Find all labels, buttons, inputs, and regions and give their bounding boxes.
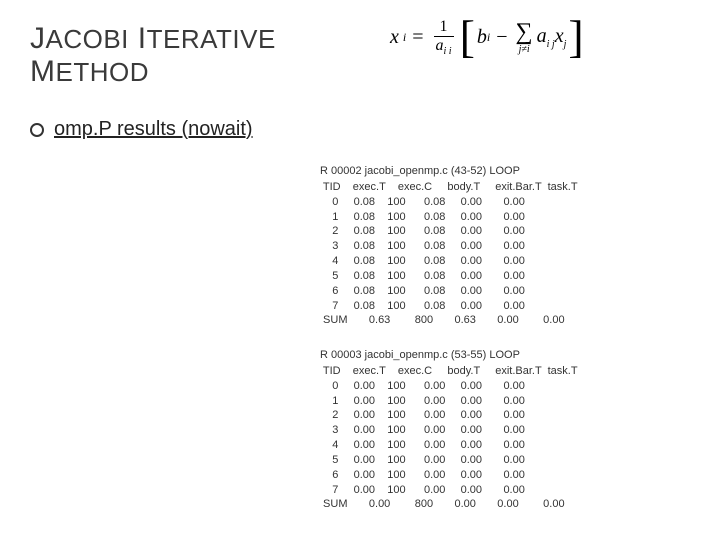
table-row: 3 0.00 100 0.00 0.00 0.00 xyxy=(320,423,593,438)
sigma-icon: ∑ xyxy=(516,20,533,44)
table-row: 1 0.08 100 0.08 0.00 0.00 xyxy=(320,210,593,225)
table1-sum: SUM 0.63 800 0.63 0.00 0.00 xyxy=(320,313,593,328)
bullet-icon xyxy=(30,123,44,137)
table-row: 7 0.08 100 0.08 0.00 0.00 xyxy=(320,299,593,314)
title-rest-3: ETHOD xyxy=(56,57,150,87)
table-row: 2 0.08 100 0.08 0.00 0.00 xyxy=(320,224,593,239)
title-rest-1: ACOBI xyxy=(46,24,129,54)
eq-inner: bi − ∑ j≠i ai jxj xyxy=(477,20,566,55)
eq-sum-cond: j≠i xyxy=(519,44,530,55)
eq-term: ai jxj xyxy=(537,25,567,50)
title-cap-J: J xyxy=(30,22,46,55)
table-row: 0 0.00 100 0.00 0.00 0.00 xyxy=(320,379,593,394)
eq-right-bracket: ] xyxy=(568,19,583,56)
table-row: 4 0.08 100 0.08 0.00 0.00 xyxy=(320,254,593,269)
eq-lhs-sub: i xyxy=(403,30,406,45)
eq-minus: − xyxy=(496,26,507,49)
table-row: 1 0.00 100 0.00 0.00 0.00 xyxy=(320,394,593,409)
eq-frac-den: ai i xyxy=(434,37,454,57)
table-row: 5 0.08 100 0.08 0.00 0.00 xyxy=(320,269,593,284)
jacobi-equation: xi = 1 ai i [ bi − ∑ j≠i ai jxj ] xyxy=(390,18,586,57)
slide-title: JACOBI ITERATIVE METHOD xyxy=(30,22,276,88)
eq-lhs-var: x xyxy=(390,26,399,49)
eq-b-sub: i xyxy=(487,30,490,45)
table-row: 2 0.00 100 0.00 0.00 0.00 xyxy=(320,408,593,423)
title-cap-M: M xyxy=(30,55,56,88)
eq-equals: = xyxy=(412,26,423,49)
eq-b-var: b xyxy=(477,26,487,49)
table-row: 6 0.00 100 0.00 0.00 0.00 xyxy=(320,468,593,483)
table-row: 5 0.00 100 0.00 0.00 0.00 xyxy=(320,453,593,468)
table-row: 3 0.08 100 0.08 0.00 0.00 xyxy=(320,239,593,254)
bullet-row: omp.P results (nowait) xyxy=(30,118,253,141)
results-table-1: R 00002 jacobi_openmp.c (43-52) LOOP TID… xyxy=(320,164,593,328)
table-row: 0 0.08 100 0.08 0.00 0.00 xyxy=(320,195,593,210)
table2-title: R 00003 jacobi_openmp.c (53-55) LOOP xyxy=(320,348,593,363)
table-row: 4 0.00 100 0.00 0.00 0.00 xyxy=(320,438,593,453)
title-cap-I: I xyxy=(129,22,147,55)
results-table-2: R 00003 jacobi_openmp.c (53-55) LOOP TID… xyxy=(320,348,593,512)
table2-columns: TID exec.T exec.C body.T exit.Bar.T task… xyxy=(320,364,593,379)
eq-frac-num: 1 xyxy=(434,18,454,37)
eq-fraction: 1 ai i xyxy=(434,18,454,57)
eq-sum: ∑ j≠i xyxy=(516,20,533,55)
table2-sum: SUM 0.00 800 0.00 0.00 0.00 xyxy=(320,497,593,512)
table1-title: R 00002 jacobi_openmp.c (43-52) LOOP xyxy=(320,164,593,179)
eq-left-bracket: [ xyxy=(460,19,475,56)
table1-columns: TID exec.T exec.C body.T exit.Bar.T task… xyxy=(320,180,593,195)
title-rest-2: TERATIVE xyxy=(147,24,276,54)
bullet-label: omp.P results (nowait) xyxy=(54,118,253,141)
table-row: 7 0.00 100 0.00 0.00 0.00 xyxy=(320,483,593,498)
table-row: 6 0.08 100 0.08 0.00 0.00 xyxy=(320,284,593,299)
